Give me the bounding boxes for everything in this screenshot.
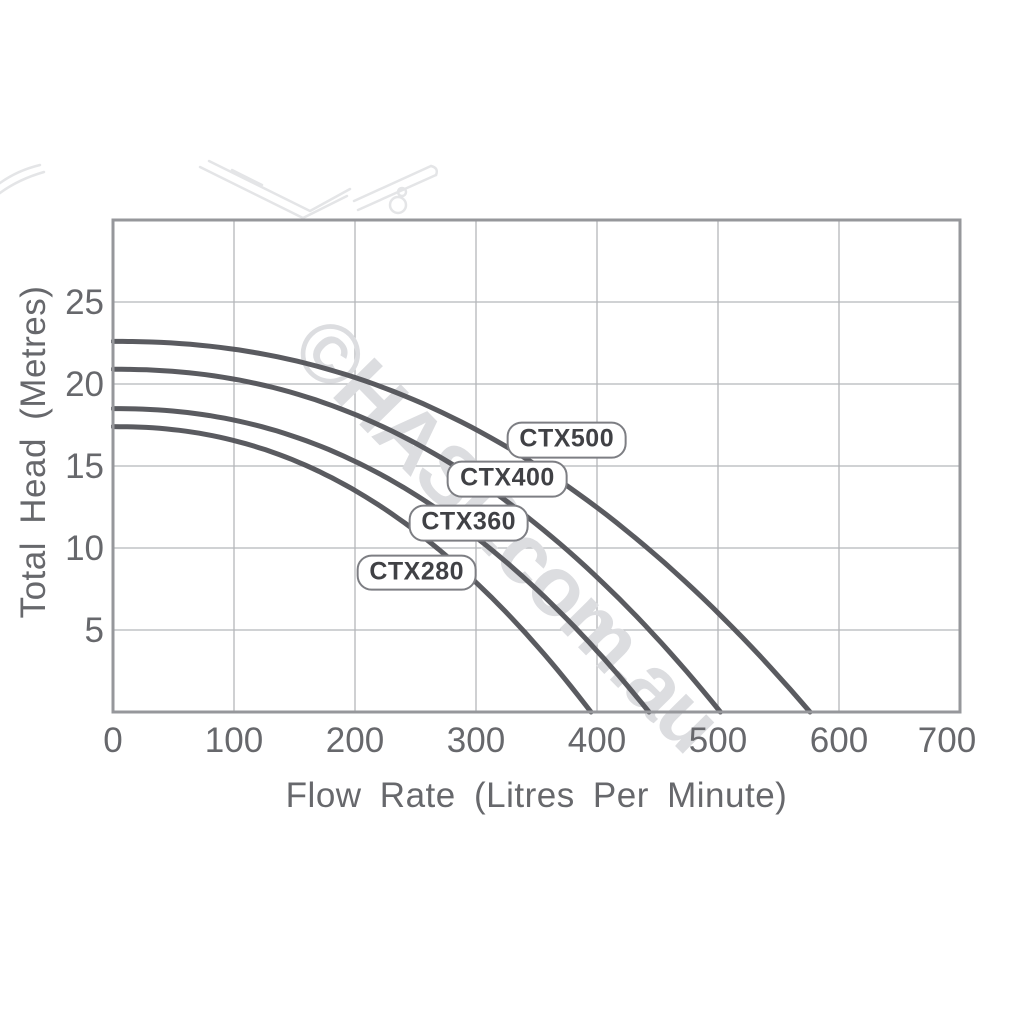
curve-label-CTX500: CTX500	[506, 421, 628, 459]
x-tick-label: 100	[205, 721, 263, 760]
curve-CTX360	[111, 406, 652, 715]
x-axis-title: Flow Rate (Litres Per Minute)	[285, 776, 788, 815]
x-tick-label: 300	[447, 721, 505, 760]
y-tick-label: 5	[85, 611, 104, 650]
y-axis-tick-labels: 5 10 15 20 25	[65, 283, 104, 650]
y-tick-label: 20	[65, 365, 104, 404]
x-tick-label: 200	[326, 721, 384, 760]
curve-label-CTX280: CTX280	[356, 554, 478, 591]
curve-CTX500	[111, 338, 813, 715]
x-axis-tick-labels: 0 100 200 300 400 500 600 700	[103, 721, 976, 760]
x-tick-label: 700	[918, 721, 976, 760]
x-tick-label: 0	[103, 721, 122, 760]
y-axis-title: Total Head (Metres)	[14, 285, 53, 619]
curve-label-CTX360: CTX360	[408, 505, 530, 542]
curve-CTX400	[111, 366, 723, 715]
y-tick-label: 10	[65, 529, 104, 568]
plot-border	[111, 218, 962, 714]
pump-curves	[111, 338, 813, 715]
y-tick-label: 25	[65, 283, 104, 322]
curve-CTX280	[111, 424, 594, 715]
x-tick-label: 500	[689, 721, 747, 760]
x-tick-label: 400	[568, 721, 626, 760]
x-tick-label: 600	[810, 721, 868, 760]
pump-sketch	[0, 159, 439, 220]
y-tick-label: 15	[65, 447, 104, 486]
curve-label-CTX400: CTX400	[447, 460, 568, 498]
